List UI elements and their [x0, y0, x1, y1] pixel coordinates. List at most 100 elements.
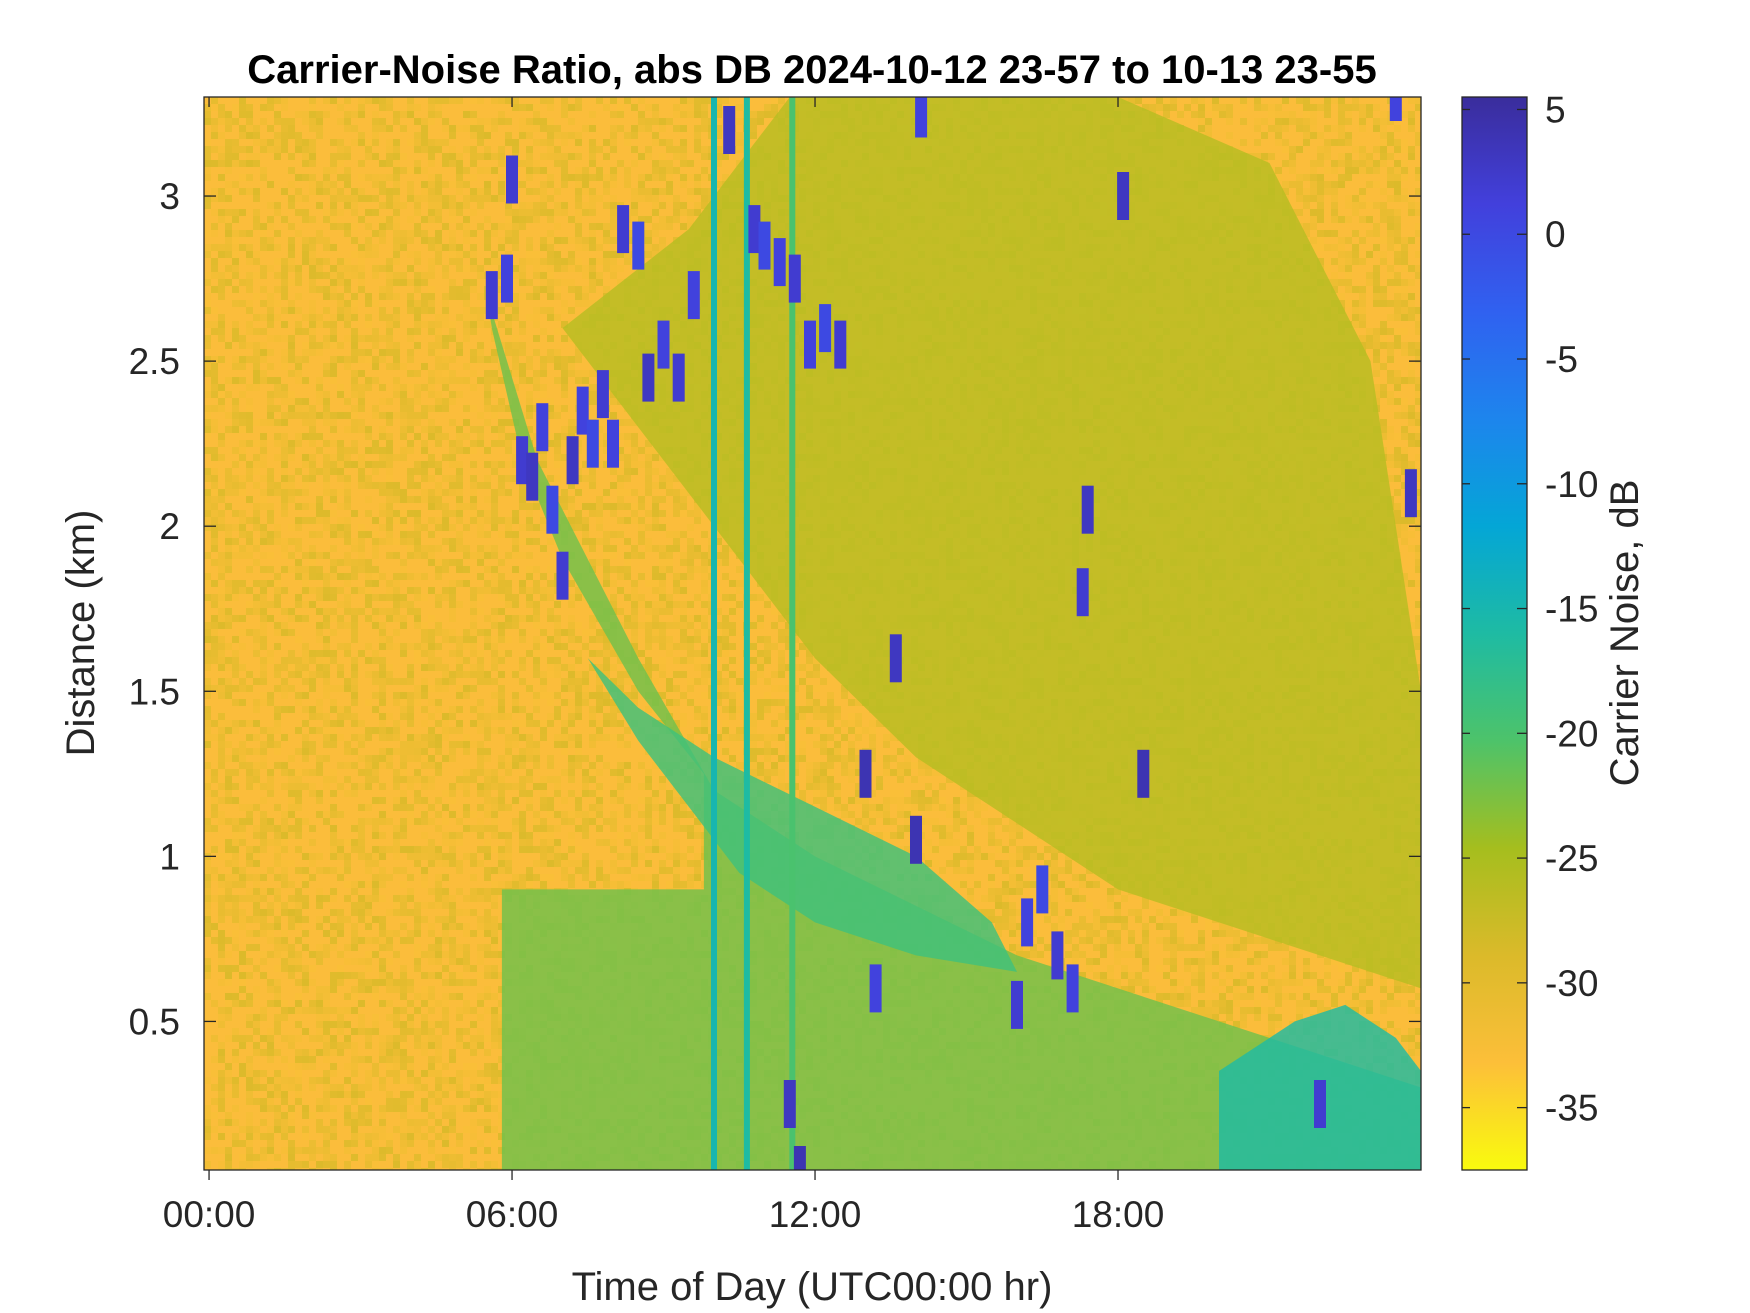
heatmap-cell [547, 195, 554, 202]
heatmap-cell [624, 181, 631, 188]
heatmap-cell [540, 286, 547, 293]
heatmap-cell [1415, 251, 1421, 258]
heatmap-cell [386, 160, 393, 167]
heatmap-cell [309, 258, 316, 265]
heatmap-cell [232, 328, 239, 335]
heatmap-cell [316, 125, 323, 132]
heatmap-cell [1338, 111, 1345, 118]
heatmap-cell [1338, 125, 1345, 132]
heatmap-cell [1415, 167, 1421, 174]
heatmap-cell [421, 321, 428, 328]
heatmap-cell [1324, 265, 1331, 272]
heatmap-cell [575, 258, 582, 265]
heatmap-cell [484, 258, 491, 265]
heatmap-cell [421, 132, 428, 139]
heatmap-cell [456, 167, 463, 174]
heatmap-cell [400, 412, 407, 419]
heatmap-cell [351, 391, 358, 398]
heatmap-cell [428, 342, 435, 349]
heatmap-cell [274, 433, 281, 440]
heatmap-cell [1401, 405, 1408, 412]
heatmap-cell [1303, 223, 1310, 230]
heatmap-cell [274, 132, 281, 139]
heatmap-cell [582, 370, 589, 377]
heatmap-cell [323, 209, 330, 216]
heatmap-cell [218, 272, 225, 279]
heatmap-cell [526, 132, 533, 139]
heatmap-cell [526, 391, 533, 398]
heatmap-cell [365, 195, 372, 202]
heatmap-cell [281, 279, 288, 286]
heatmap-cell [204, 153, 211, 160]
heatmap-cell [1303, 104, 1310, 111]
heatmap-cell [1359, 335, 1366, 342]
heatmap-cell [1408, 125, 1415, 132]
heatmap-cell [617, 279, 624, 286]
heatmap-cell [1387, 272, 1394, 279]
heatmap-cell [344, 97, 351, 104]
heatmap-cell [1331, 160, 1338, 167]
heatmap-cell [533, 104, 540, 111]
heatmap-cell [372, 125, 379, 132]
heatmap-cell [302, 209, 309, 216]
heatmap-cell [288, 223, 295, 230]
heatmap-cell [1205, 125, 1212, 132]
heatmap-cell [456, 440, 463, 447]
heatmap-cell [428, 258, 435, 265]
heatmap-cell [330, 97, 337, 104]
heatmap-cell [526, 251, 533, 258]
heatmap-cell [603, 447, 610, 454]
heatmap-cell [603, 223, 610, 230]
heatmap-cell [358, 174, 365, 181]
heatmap-cell [463, 216, 470, 223]
heatmap-cell [526, 279, 533, 286]
heatmap-cell [491, 195, 498, 202]
heatmap-cell [554, 160, 561, 167]
heatmap-cell [477, 307, 484, 314]
heatmap-cell [211, 307, 218, 314]
heatmap-cell [309, 153, 316, 160]
heatmap-cell [204, 118, 211, 125]
heatmap-cell [1352, 307, 1359, 314]
heatmap-cell [512, 356, 519, 363]
heatmap-cell [659, 139, 666, 146]
heatmap-cell [505, 314, 512, 321]
heatmap-cell [442, 139, 449, 146]
heatmap-cell [1415, 307, 1421, 314]
heatmap-cell [449, 258, 456, 265]
heatmap-cell [1310, 237, 1317, 244]
heatmap-cell [512, 307, 519, 314]
heatmap-cell [680, 111, 687, 118]
heatmap-cell [288, 405, 295, 412]
heatmap-cell [736, 139, 743, 146]
heatmap-cell [1338, 97, 1345, 104]
heatmap-cell [1387, 237, 1394, 244]
heatmap-cell [1310, 223, 1317, 230]
heatmap-cell [498, 118, 505, 125]
heatmap-cell [274, 230, 281, 237]
heatmap-cell [750, 132, 757, 139]
heatmap-cell [274, 97, 281, 104]
heatmap-cell [498, 419, 505, 426]
heatmap-cell [1289, 181, 1296, 188]
heatmap-cell [715, 153, 722, 160]
heatmap-cell [624, 454, 631, 461]
heatmap-cell [1401, 433, 1408, 440]
heatmap-cell [211, 265, 218, 272]
heatmap-cell [1170, 104, 1177, 111]
heatmap-cell [253, 461, 260, 468]
heatmap-cell [561, 153, 568, 160]
heatmap-cell [239, 454, 246, 461]
heatmap-cell [624, 251, 631, 258]
heatmap-cell [218, 356, 225, 363]
heatmap-cell [540, 363, 547, 370]
heatmap-cell [554, 153, 561, 160]
heatmap-cell [631, 209, 638, 216]
heatmap-cell [456, 209, 463, 216]
heatmap-cell [561, 132, 568, 139]
heatmap-cell [337, 391, 344, 398]
heatmap-cell [1128, 97, 1135, 104]
heatmap-cell [365, 300, 372, 307]
heatmap-cell [365, 384, 372, 391]
heatmap-cell [421, 237, 428, 244]
